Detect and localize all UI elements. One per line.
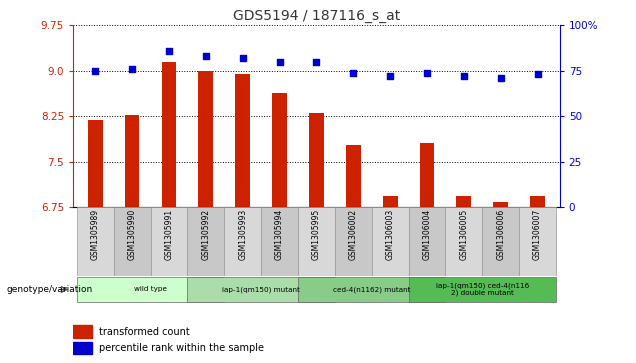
- Point: [238, 55, 248, 61]
- Point: [459, 73, 469, 79]
- Bar: [198, 71, 213, 207]
- Text: ced-4(n1162) mutant: ced-4(n1162) mutant: [333, 286, 410, 293]
- Text: iap-1(qm150) ced-4(n116
2) double mutant: iap-1(qm150) ced-4(n116 2) double mutant: [436, 282, 529, 297]
- Bar: [77, 277, 225, 302]
- Point: [422, 70, 432, 76]
- Text: GSM1306007: GSM1306007: [533, 209, 542, 260]
- Text: GSM1306004: GSM1306004: [422, 209, 431, 260]
- Bar: [408, 207, 445, 276]
- Text: GSM1306006: GSM1306006: [496, 209, 505, 260]
- Bar: [298, 277, 445, 302]
- Bar: [494, 202, 508, 207]
- Bar: [188, 207, 225, 276]
- Bar: [445, 207, 482, 276]
- Bar: [383, 196, 398, 207]
- Text: GSM1305989: GSM1305989: [91, 209, 100, 260]
- Bar: [530, 196, 545, 207]
- Text: GSM1305990: GSM1305990: [128, 209, 137, 260]
- Bar: [335, 207, 371, 276]
- Text: GSM1305991: GSM1305991: [165, 209, 174, 260]
- Bar: [73, 342, 92, 354]
- Bar: [482, 207, 519, 276]
- Bar: [162, 62, 176, 207]
- Bar: [114, 207, 151, 276]
- Point: [532, 72, 543, 77]
- Text: GSM1306002: GSM1306002: [349, 209, 358, 260]
- Text: percentile rank within the sample: percentile rank within the sample: [99, 343, 263, 353]
- Bar: [309, 113, 324, 207]
- Bar: [88, 121, 102, 207]
- Bar: [73, 325, 92, 338]
- Bar: [420, 143, 434, 207]
- Bar: [235, 74, 250, 207]
- Bar: [77, 207, 114, 276]
- Bar: [125, 115, 139, 207]
- Bar: [261, 207, 298, 276]
- Point: [495, 75, 506, 81]
- Bar: [188, 277, 335, 302]
- Bar: [298, 207, 335, 276]
- Text: GSM1305993: GSM1305993: [238, 209, 247, 260]
- Text: GSM1306005: GSM1306005: [459, 209, 468, 260]
- Text: GSM1306003: GSM1306003: [385, 209, 394, 260]
- Point: [127, 66, 137, 72]
- Bar: [272, 93, 287, 207]
- Point: [201, 53, 211, 59]
- Title: GDS5194 / 187116_s_at: GDS5194 / 187116_s_at: [233, 9, 400, 23]
- Bar: [371, 207, 408, 276]
- Point: [90, 68, 100, 74]
- Bar: [151, 207, 188, 276]
- Text: transformed count: transformed count: [99, 327, 190, 337]
- Bar: [408, 277, 556, 302]
- Text: GSM1305995: GSM1305995: [312, 209, 321, 260]
- Bar: [346, 144, 361, 207]
- Point: [385, 73, 395, 79]
- Text: GSM1305992: GSM1305992: [202, 209, 211, 260]
- Text: wild type: wild type: [134, 286, 167, 293]
- Text: genotype/variation: genotype/variation: [6, 285, 93, 294]
- Point: [164, 48, 174, 54]
- Point: [348, 70, 358, 76]
- Bar: [225, 207, 261, 276]
- Bar: [457, 196, 471, 207]
- Point: [312, 59, 321, 65]
- Text: GSM1305994: GSM1305994: [275, 209, 284, 260]
- Text: iap-1(qm150) mutant: iap-1(qm150) mutant: [222, 286, 300, 293]
- Point: [275, 59, 285, 65]
- Bar: [519, 207, 556, 276]
